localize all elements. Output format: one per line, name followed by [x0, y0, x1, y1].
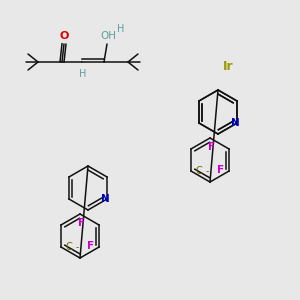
Text: F: F [218, 165, 225, 175]
Text: F: F [88, 241, 94, 251]
Text: F: F [78, 218, 85, 228]
Text: C -: C - [66, 242, 80, 252]
Text: N: N [231, 118, 239, 128]
Text: H: H [117, 24, 125, 34]
Text: C -: C - [196, 166, 210, 176]
Text: Ir: Ir [223, 59, 233, 73]
Text: N: N [101, 194, 110, 204]
Text: H: H [79, 69, 87, 79]
Text: O: O [59, 31, 69, 41]
Text: OH: OH [100, 31, 116, 41]
Text: F: F [208, 142, 216, 152]
